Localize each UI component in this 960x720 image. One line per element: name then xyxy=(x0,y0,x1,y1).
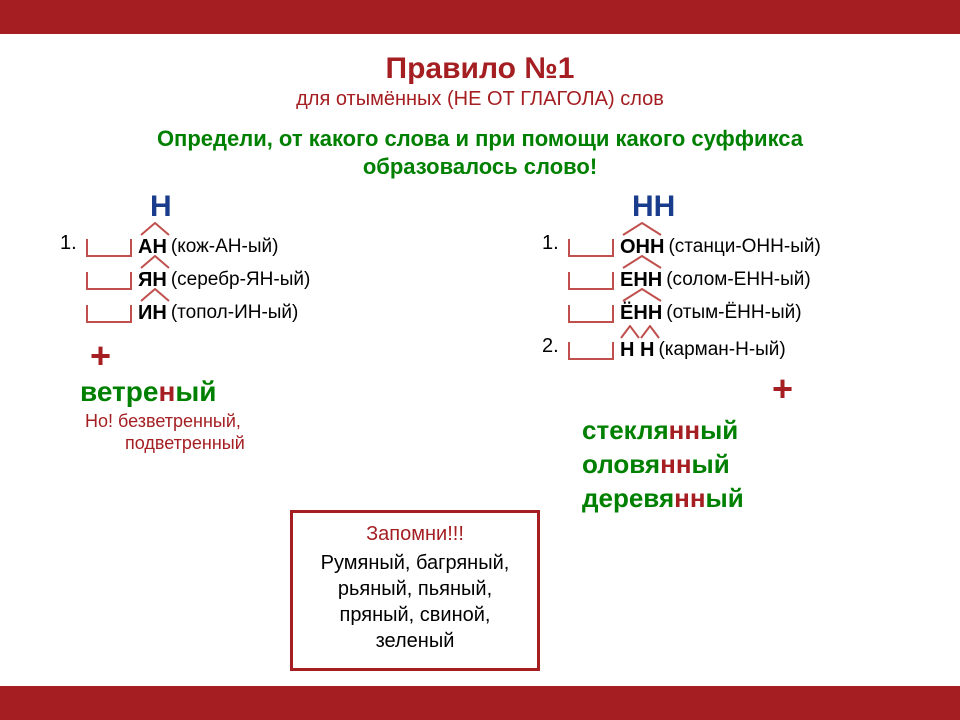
example-text: (солом-ЕНН-ый) xyxy=(666,269,811,291)
suffix-text: ЕНН xyxy=(620,269,662,291)
suffix-text: ЯН xyxy=(138,269,167,291)
root-mark-icon xyxy=(568,272,614,290)
but-l2-red: нн xyxy=(202,433,222,453)
remember-words: Румяный, багряный, рьяный, пьяный, пряны… xyxy=(305,550,525,654)
row-num: 1. xyxy=(60,232,86,255)
exc-pre: ветре xyxy=(80,376,158,407)
exc-pre: оловя xyxy=(582,449,660,479)
left-header: Н xyxy=(150,190,438,224)
instruction-line1: Определи, от какого слова и при помощи к… xyxy=(157,126,803,151)
suffix-text: ЁНН xyxy=(620,302,662,324)
but-label: Но! xyxy=(85,411,113,431)
double-suffix-box: Н Н xyxy=(620,339,654,362)
remember-l1: Румяный, багряный, xyxy=(321,552,510,574)
row-num: 2. xyxy=(542,335,568,358)
suffix-text: ИН xyxy=(138,302,167,324)
exc-post: ый xyxy=(175,376,216,407)
but-l2-pre: подветре xyxy=(125,433,202,453)
root-mark-icon xyxy=(86,272,132,290)
example-text: (карман-Н-ый) xyxy=(658,339,785,361)
exc-line-3: деревянный xyxy=(582,482,900,516)
row-num: 1. xyxy=(542,232,568,255)
but-l2-post: ый xyxy=(222,433,245,453)
suffix-hat-icon xyxy=(622,222,662,236)
exc-red: нн xyxy=(674,483,705,513)
root-mark-icon xyxy=(568,342,614,360)
instruction: Определи, от какого слова и при помощи к… xyxy=(0,125,960,180)
exc-red: нн xyxy=(660,449,691,479)
root-mark-icon xyxy=(568,305,614,323)
exc-post: ый xyxy=(706,483,744,513)
but-l1-pre: безветре xyxy=(113,411,193,431)
columns: Н 1. АН (кож-АН-ый) ЯН (серебр-ЯН-ый) xyxy=(0,190,960,515)
suffix-box: ЯН xyxy=(138,269,167,292)
page-title: Правило №1 xyxy=(0,52,960,86)
suffix-text: ОНН xyxy=(620,236,664,258)
remember-l4: зеленый xyxy=(376,630,455,652)
right-row-4: 2. Н Н (карман-Н-ый) xyxy=(542,335,900,362)
right-column: НН 1. ОНН (станци-ОНН-ый) ЕНН (солом-ЕНН… xyxy=(522,190,900,515)
but-note: Но! безветренный, подветренный xyxy=(85,410,438,455)
suffix-text: Н Н xyxy=(620,339,654,361)
remember-l2: рьяный, пьяный, xyxy=(338,578,492,600)
remember-box: Запомни!!! Румяный, багряный, рьяный, пь… xyxy=(290,510,540,671)
left-column: Н 1. АН (кож-АН-ый) ЯН (серебр-ЯН-ый) xyxy=(60,190,438,515)
title-block: Правило №1 для отымённых (НЕ ОТ ГЛАГОЛА)… xyxy=(0,52,960,111)
right-row-2: ЕНН (солом-ЕНН-ый) xyxy=(568,269,900,292)
exc-line-2: оловянный xyxy=(582,448,900,482)
example-text: (отым-ЁНН-ый) xyxy=(666,302,801,324)
root-mark-icon xyxy=(568,239,614,257)
plus-symbol: + xyxy=(772,368,900,410)
plus-symbol: + xyxy=(90,335,438,377)
bottom-banner xyxy=(0,686,960,720)
left-exception: ветреный xyxy=(80,377,438,408)
suffix-text: АН xyxy=(138,236,167,258)
example-text: (серебр-ЯН-ый) xyxy=(171,269,310,291)
right-exceptions: стеклянный оловянный деревянный xyxy=(582,414,900,515)
but-l1-post: ый, xyxy=(213,411,241,431)
suffix-box: ИН xyxy=(138,302,167,325)
exc-line-1: стеклянный xyxy=(582,414,900,448)
exc-post: ый xyxy=(692,449,730,479)
right-row-3: ЁНН (отым-ЁНН-ый) xyxy=(568,302,900,325)
double-hat-icon xyxy=(620,325,660,339)
suffix-box: ЁНН xyxy=(620,302,662,325)
example-text: (кож-АН-ый) xyxy=(171,236,279,258)
suffix-box: ОНН xyxy=(620,236,664,259)
example-text: (топол-ИН-ый) xyxy=(171,302,299,324)
but-l1-red: нн xyxy=(193,411,213,431)
remember-label: Запомни!!! xyxy=(305,523,525,546)
left-row-3: ИН (топол-ИН-ый) xyxy=(86,302,438,325)
suffix-hat-icon xyxy=(140,222,170,236)
left-row-2: ЯН (серебр-ЯН-ый) xyxy=(86,269,438,292)
remember-l3: пряный, свиной, xyxy=(340,604,491,626)
right-header: НН xyxy=(632,190,900,224)
top-banner xyxy=(0,0,960,34)
root-mark-icon xyxy=(86,239,132,257)
exc-red: нн xyxy=(669,415,700,445)
exc-pre: стекля xyxy=(582,415,669,445)
exc-red: н xyxy=(158,376,175,407)
exc-pre: деревя xyxy=(582,483,674,513)
instruction-line2: образовалось слово! xyxy=(363,154,597,179)
suffix-box: АН xyxy=(138,236,167,259)
left-row-1: 1. АН (кож-АН-ый) xyxy=(60,232,438,259)
example-text: (станци-ОНН-ый) xyxy=(668,236,820,258)
suffix-box: ЕНН xyxy=(620,269,662,292)
right-row-1: 1. ОНН (станци-ОНН-ый) xyxy=(542,232,900,259)
exc-post: ый xyxy=(700,415,738,445)
root-mark-icon xyxy=(86,305,132,323)
page-subtitle: для отымённых (НЕ ОТ ГЛАГОЛА) слов xyxy=(0,88,960,111)
